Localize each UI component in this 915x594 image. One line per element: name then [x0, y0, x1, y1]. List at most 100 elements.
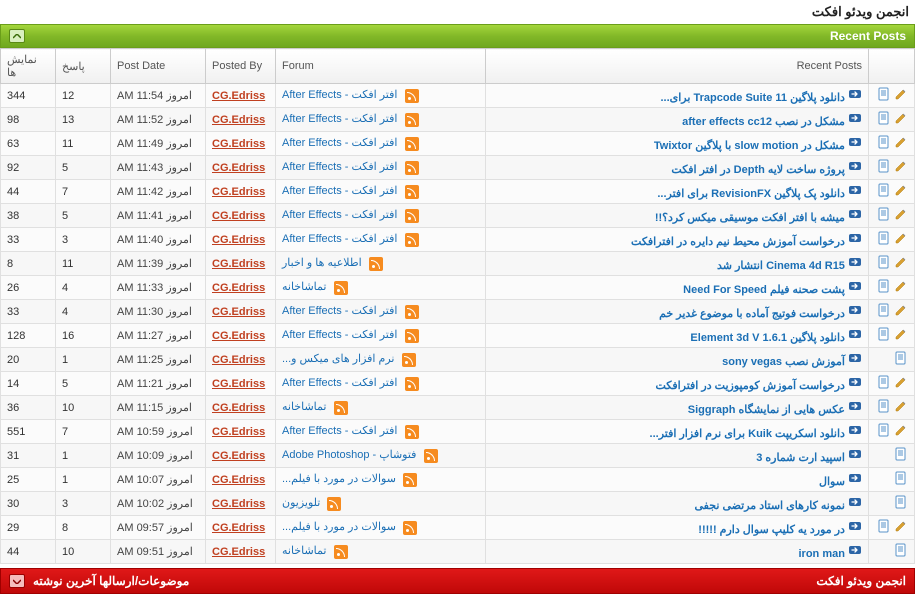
author-link[interactable]: CG.Edriss	[212, 402, 265, 414]
post-title-link[interactable]: دانلود پلاگین Trapcode Suite 11 برای...	[660, 92, 844, 104]
post-title-link[interactable]: دانلود اسکریپت Kuik برای نرم افزار افتر.…	[650, 428, 845, 440]
document-icon[interactable]	[877, 327, 891, 341]
document-icon[interactable]	[894, 471, 908, 485]
pencil-icon[interactable]	[894, 111, 908, 125]
goto-icon[interactable]	[848, 471, 862, 485]
document-icon[interactable]	[877, 519, 891, 533]
pencil-icon[interactable]	[894, 231, 908, 245]
post-title-link[interactable]: آموزش نصب sony vegas	[722, 356, 845, 368]
document-icon[interactable]	[877, 159, 891, 173]
author-link[interactable]: CG.Edriss	[212, 378, 265, 390]
pencil-icon[interactable]	[894, 423, 908, 437]
document-icon[interactable]	[894, 351, 908, 365]
rss-icon[interactable]	[327, 497, 341, 511]
post-title-link[interactable]: مشکل در slow motion با پلاگین Twixtor	[654, 140, 845, 152]
goto-icon[interactable]	[848, 255, 862, 269]
rss-icon[interactable]	[405, 209, 419, 223]
footer-right[interactable]: انجمن ویدئو افکت	[816, 574, 906, 588]
author-link[interactable]: CG.Edriss	[212, 498, 265, 510]
document-icon[interactable]	[877, 279, 891, 293]
document-icon[interactable]	[894, 543, 908, 557]
document-icon[interactable]	[877, 255, 891, 269]
collapse-button[interactable]	[9, 29, 25, 43]
forum-link[interactable]: سوالات در مورد با فیلم...	[282, 521, 396, 533]
author-link[interactable]: CG.Edriss	[212, 162, 265, 174]
goto-icon[interactable]	[848, 303, 862, 317]
document-icon[interactable]	[877, 111, 891, 125]
th-post-date[interactable]: Post Date	[111, 49, 206, 84]
goto-icon[interactable]	[848, 231, 862, 245]
post-title-link[interactable]: iron man	[798, 548, 844, 560]
author-link[interactable]: CG.Edriss	[212, 186, 265, 198]
author-link[interactable]: CG.Edriss	[212, 210, 265, 222]
th-posted-by[interactable]: Posted By	[206, 49, 276, 84]
goto-icon[interactable]	[848, 327, 862, 341]
post-title-link[interactable]: نمونه کارهای استاد مرتضی نجفی	[695, 500, 845, 512]
author-link[interactable]: CG.Edriss	[212, 330, 265, 342]
post-title-link[interactable]: دانلود پلاگین Element 3d V 1.6.1	[690, 332, 845, 344]
document-icon[interactable]	[877, 207, 891, 221]
forum-link[interactable]: افتر افکت - After Effects	[282, 329, 397, 341]
forum-link[interactable]: افتر افکت - After Effects	[282, 425, 397, 437]
forum-link[interactable]: تماشاخانه	[282, 401, 326, 413]
forum-link[interactable]: نرم افزار های میکس و...	[282, 353, 394, 365]
post-title-link[interactable]: درخواست آموزش محیط نیم دایره در افترافکت	[631, 236, 845, 248]
document-icon[interactable]	[877, 399, 891, 413]
rss-icon[interactable]	[405, 377, 419, 391]
author-link[interactable]: CG.Edriss	[212, 450, 265, 462]
forum-link[interactable]: افتر افکت - After Effects	[282, 137, 397, 149]
rss-icon[interactable]	[334, 401, 348, 415]
author-link[interactable]: CG.Edriss	[212, 306, 265, 318]
rss-icon[interactable]	[403, 473, 417, 487]
pencil-icon[interactable]	[894, 327, 908, 341]
pencil-icon[interactable]	[894, 399, 908, 413]
forum-link[interactable]: افتر افکت - After Effects	[282, 233, 397, 245]
document-icon[interactable]	[877, 375, 891, 389]
post-title-link[interactable]: Cinema 4d R15 انتشار شد	[717, 260, 845, 272]
th-replies[interactable]: پاسخ	[56, 49, 111, 84]
document-icon[interactable]	[877, 231, 891, 245]
pencil-icon[interactable]	[894, 255, 908, 269]
document-icon[interactable]	[894, 447, 908, 461]
forum-link[interactable]: افتر افکت - After Effects	[282, 89, 397, 101]
author-link[interactable]: CG.Edriss	[212, 474, 265, 486]
goto-icon[interactable]	[848, 279, 862, 293]
document-icon[interactable]	[894, 495, 908, 509]
footer-left[interactable]: موضوعات/ارسالها آخرین نوشته	[33, 574, 189, 588]
forum-link[interactable]: افتر افکت - After Effects	[282, 377, 397, 389]
goto-icon[interactable]	[848, 111, 862, 125]
document-icon[interactable]	[877, 303, 891, 317]
post-title-link[interactable]: دانلود پک پلاگین RevisionFX برای افتر...	[657, 188, 845, 200]
rss-icon[interactable]	[405, 185, 419, 199]
forum-link[interactable]: فتوشاپ - Adobe Photoshop	[282, 449, 416, 461]
document-icon[interactable]	[877, 183, 891, 197]
forum-link[interactable]: افتر افکت - After Effects	[282, 161, 397, 173]
rss-icon[interactable]	[405, 161, 419, 175]
post-title-link[interactable]: در مورد یه کلیپ سوال دارم !!!!!	[698, 524, 845, 536]
goto-icon[interactable]	[848, 519, 862, 533]
goto-icon[interactable]	[848, 447, 862, 461]
rss-icon[interactable]	[405, 89, 419, 103]
forum-link[interactable]: سوالات در مورد با فیلم...	[282, 473, 396, 485]
forum-link[interactable]: افتر افکت - After Effects	[282, 209, 397, 221]
footer-collapse-button[interactable]	[9, 574, 25, 588]
th-forum[interactable]: Forum	[276, 49, 486, 84]
author-link[interactable]: CG.Edriss	[212, 90, 265, 102]
rss-icon[interactable]	[334, 545, 348, 559]
forum-link[interactable]: تماشاخانه	[282, 281, 326, 293]
goto-icon[interactable]	[848, 135, 862, 149]
forum-link[interactable]: افتر افکت - After Effects	[282, 185, 397, 197]
document-icon[interactable]	[877, 87, 891, 101]
post-title-link[interactable]: عکس هایی از نمایشگاه Siggraph	[688, 404, 845, 416]
pencil-icon[interactable]	[894, 279, 908, 293]
post-title-link[interactable]: اسپید ارت شماره 3	[756, 452, 845, 464]
rss-icon[interactable]	[424, 449, 438, 463]
author-link[interactable]: CG.Edriss	[212, 426, 265, 438]
rss-icon[interactable]	[369, 257, 383, 271]
forum-link[interactable]: اطلاعیه ها و اخبار	[282, 257, 362, 269]
author-link[interactable]: CG.Edriss	[212, 138, 265, 150]
author-link[interactable]: CG.Edriss	[212, 282, 265, 294]
goto-icon[interactable]	[848, 543, 862, 557]
th-views[interactable]: نمایش ها	[1, 49, 56, 84]
goto-icon[interactable]	[848, 183, 862, 197]
